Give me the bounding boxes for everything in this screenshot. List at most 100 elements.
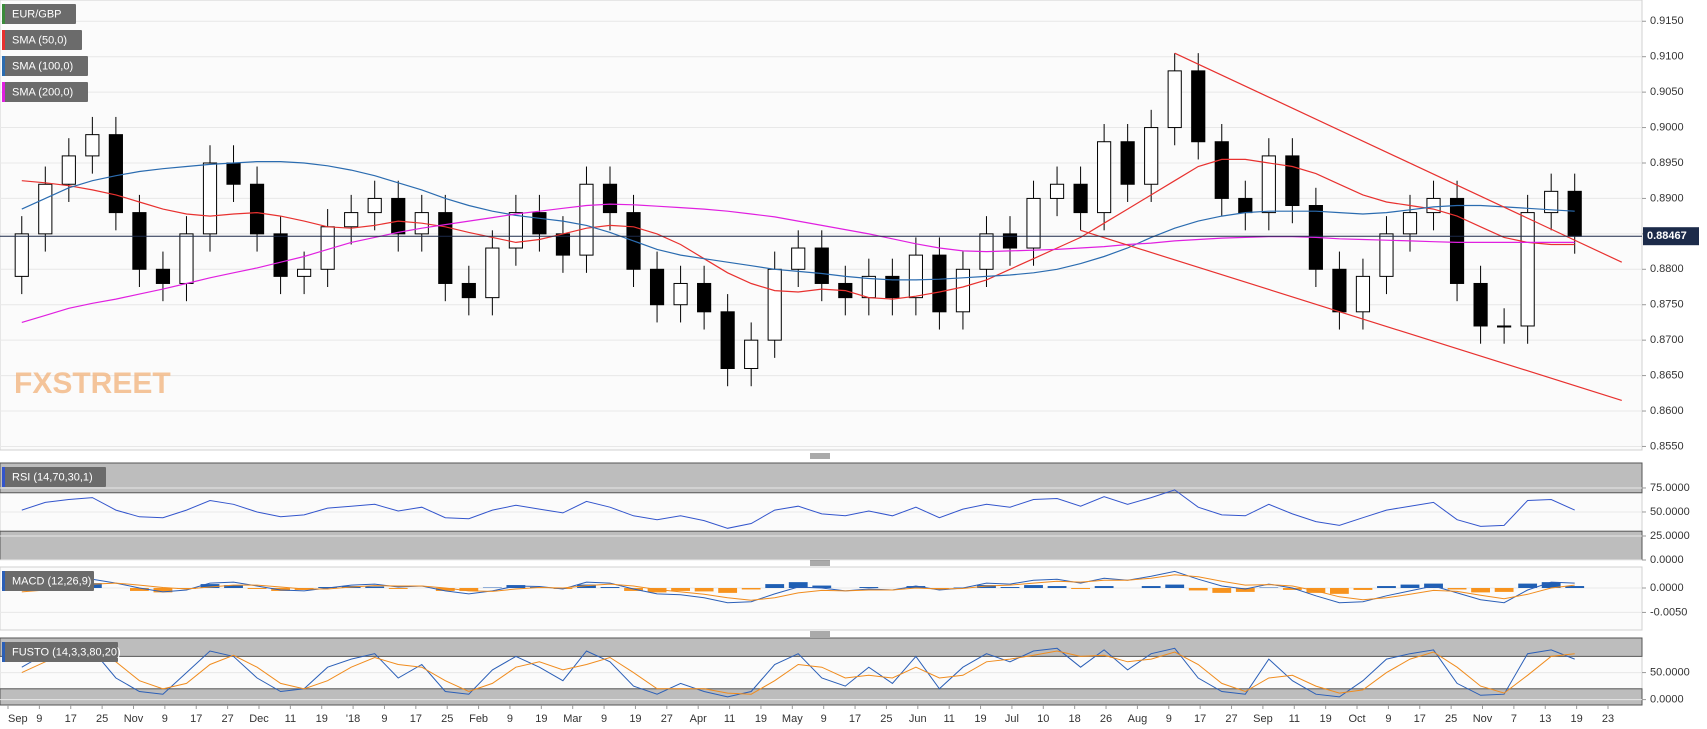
x-tick-label: Feb (469, 713, 488, 725)
histogram-bar (906, 586, 926, 588)
legend-box (2, 82, 88, 102)
histogram-bar (1141, 586, 1161, 588)
candle-body (108, 134, 123, 214)
histogram-bar (1447, 588, 1467, 590)
x-tick-label: Jul (1005, 713, 1019, 725)
legend-label: SMA (50,0) (12, 34, 67, 46)
histogram-bar (577, 584, 596, 588)
histogram-bar (1071, 588, 1090, 589)
candle-body (1379, 233, 1394, 277)
last-price-box (1643, 227, 1699, 246)
histogram-bar (977, 585, 996, 588)
legend-swatch (2, 30, 5, 50)
x-tick-label: 9 (36, 713, 42, 725)
x-tick-label: Oct (1348, 713, 1365, 725)
legend-swatch (2, 467, 5, 487)
x-tick-label: Dec (249, 713, 269, 725)
histogram-bar (247, 588, 267, 589)
x-tick-label: 27 (1225, 713, 1237, 725)
x-tick-label: 25 (441, 713, 453, 725)
y-tick-label: 50.0000 (1650, 506, 1690, 518)
candle-body (1144, 127, 1159, 185)
candle-body (391, 197, 406, 235)
candle-body (202, 162, 218, 235)
x-tick-label: 17 (65, 713, 77, 725)
histogram-bar (647, 588, 667, 593)
panel-grip[interactable] (810, 560, 830, 566)
histogram-bar (859, 587, 879, 588)
histogram-bar (1518, 583, 1538, 588)
histogram-bar (765, 584, 785, 588)
x-tick-label: 7 (1511, 713, 1517, 725)
candle-body (14, 233, 29, 277)
x-tick-label: 10 (1037, 713, 1049, 725)
candle-body (1285, 155, 1300, 207)
x-tick-label: 17 (410, 713, 422, 725)
macd-line (21, 574, 1575, 601)
candle-body (814, 247, 829, 284)
x-tick-label: 19 (629, 713, 641, 725)
sma-line (21, 161, 1575, 281)
candle-body (1097, 141, 1112, 214)
legend-swatch (2, 4, 5, 24)
candle-body (132, 212, 147, 270)
candle-body (1544, 190, 1559, 214)
histogram-bar (1330, 588, 1349, 594)
histogram-bar (600, 587, 620, 588)
candle-body (1473, 282, 1488, 327)
candle-body (744, 339, 759, 370)
panel-grip[interactable] (810, 631, 830, 637)
x-tick-label: Jun (909, 713, 927, 725)
candle-body (1026, 197, 1041, 249)
candle-body (1567, 190, 1582, 237)
candle-body (1049, 183, 1065, 199)
panel-grip[interactable] (810, 453, 830, 459)
watermark: FXSTREET (14, 367, 171, 400)
macd-line (21, 570, 1575, 604)
y-tick-label: 0.9100 (1650, 51, 1684, 63)
histogram-bar (718, 588, 738, 593)
indicator-line (21, 647, 1575, 698)
histogram-bar (930, 588, 949, 589)
x-tick-label: 27 (221, 713, 233, 725)
candle-body (555, 233, 571, 256)
y-tick-label: 0.0000 (1650, 554, 1684, 566)
y-tick-label: 0.8550 (1650, 440, 1684, 452)
histogram-bar (1377, 586, 1396, 588)
candle-body (649, 268, 665, 306)
y-tick-label: 0.8700 (1650, 334, 1684, 346)
x-tick-label: Nov (1473, 713, 1493, 725)
y-tick-label: 0.8600 (1650, 405, 1684, 417)
candle-body (508, 212, 523, 249)
candle-body (1073, 183, 1088, 214)
x-tick-label: 19 (974, 713, 986, 725)
x-tick-label: 11 (1289, 713, 1300, 725)
histogram-bar (459, 588, 479, 591)
candle-body (85, 134, 100, 157)
y-tick-label: 0.0000 (1650, 582, 1684, 594)
y-tick-label: 75.0000 (1650, 482, 1690, 494)
x-tick-label: Sep (1253, 713, 1273, 725)
y-tick-label: 0.9050 (1650, 86, 1684, 98)
histogram-bar (388, 588, 408, 589)
histogram-bar (1565, 586, 1585, 588)
candle-body (955, 268, 971, 313)
candle-body (1167, 70, 1182, 129)
candle-body (767, 268, 782, 341)
x-tick-label: 9 (821, 713, 827, 725)
histogram-bar (365, 586, 385, 588)
candle-body (1449, 197, 1465, 284)
y-tick-label: 0.8900 (1650, 192, 1684, 204)
y-tick-label: 0.0000 (1650, 694, 1684, 706)
candle-body (1261, 155, 1276, 214)
candle-body (344, 212, 359, 228)
y-tick-label: 0.8750 (1650, 299, 1684, 311)
y-tick-label: -0.0050 (1650, 606, 1687, 618)
histogram-bar (1212, 588, 1232, 593)
x-tick-label: Aug (1128, 713, 1148, 725)
candle-body (1191, 70, 1206, 143)
y-tick-label: 0.9150 (1650, 15, 1684, 27)
legend-label: MACD (12,26,9) (12, 575, 91, 587)
legend-label: EUR/GBP (12, 8, 62, 20)
x-tick-label: 9 (162, 713, 168, 725)
